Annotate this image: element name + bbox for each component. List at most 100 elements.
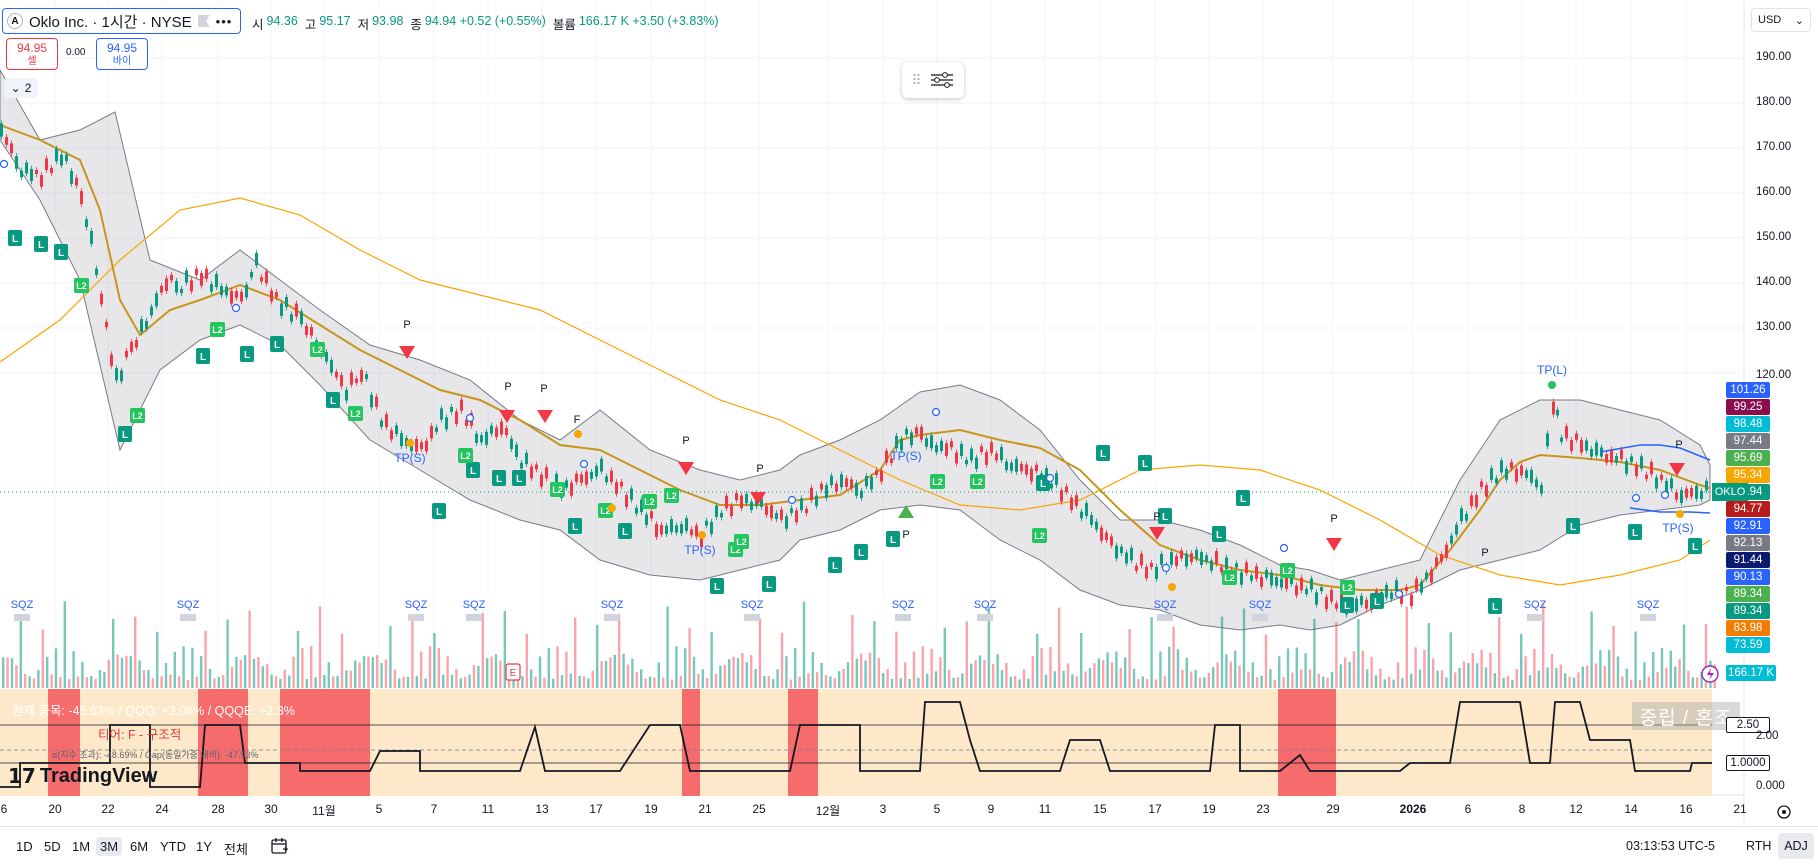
candle-body (720, 512, 723, 518)
volume-bar (76, 676, 80, 688)
currency-select[interactable]: USD ⌄ (1751, 8, 1811, 32)
range-button[interactable]: 1Y (196, 839, 212, 854)
p-label: P (756, 463, 763, 475)
candle-body (710, 521, 713, 534)
long2-signal-label: L2 (1224, 573, 1235, 583)
p-label: P (1481, 547, 1488, 559)
drag-handle-icon[interactable]: ⠿ (911, 71, 922, 88)
volume-bar (200, 656, 203, 688)
adjust-toggle[interactable]: ADJ (1778, 833, 1814, 859)
volume-bar (934, 671, 938, 688)
volume-bar (1080, 632, 1083, 688)
long-signal-label: L (12, 234, 18, 245)
volume-bar (472, 665, 476, 688)
volume-bar (1445, 677, 1448, 688)
volume-bar (1660, 647, 1664, 688)
volume-bar (1124, 657, 1127, 688)
time-tick-label: 3 (879, 802, 887, 816)
candle-body (445, 417, 448, 430)
volume-bar (503, 610, 506, 688)
candle-body (155, 293, 158, 307)
volume-bar (895, 631, 898, 688)
volume-bar (142, 670, 146, 688)
range-button[interactable]: 3M (96, 837, 123, 856)
long-signal-marker (1138, 455, 1152, 471)
candle-body (465, 419, 468, 426)
clock-timezone[interactable]: 03:13:53 UTC-5 (1626, 839, 1715, 853)
candle-body (310, 327, 313, 336)
candle-body (1565, 426, 1568, 439)
sell-button[interactable]: 94.95 셀 (6, 38, 58, 70)
calendar-goto-icon[interactable] (270, 836, 290, 856)
long2-signal-marker (1280, 563, 1295, 578)
volume-bar (1405, 606, 1408, 688)
volume-bar (1036, 633, 1039, 688)
candle-body (865, 476, 868, 487)
candle-body (1465, 513, 1468, 521)
candle-body (260, 277, 263, 282)
flag-icon[interactable] (197, 15, 210, 27)
take-profit-short-label: TP(S) (684, 543, 715, 557)
volume-bar (1480, 649, 1483, 688)
range-button[interactable]: YTD (160, 839, 186, 854)
volume-bar (653, 677, 656, 688)
squeeze-bar (180, 614, 196, 621)
symbol-price-tag: OKLO (1712, 483, 1748, 501)
session-toggle[interactable]: RTH (1746, 839, 1772, 853)
buy-button[interactable]: 94.95 바이 (96, 38, 148, 70)
candle-body (910, 432, 913, 446)
candle-body (950, 441, 953, 448)
volume-bar (1423, 649, 1426, 688)
long2-signal-marker (74, 278, 89, 293)
squeeze-bar (977, 614, 993, 621)
volume-bar (323, 675, 326, 688)
volume-bar (1273, 679, 1276, 688)
more-icon[interactable]: ••• (215, 13, 233, 29)
symbol-title[interactable]: Oklo Inc. · 1시간 · NYSE (29, 13, 192, 31)
range-button[interactable]: 1D (16, 839, 33, 854)
candle-body (585, 471, 588, 485)
volume-bar (1564, 673, 1567, 688)
volume-bar (1132, 668, 1136, 688)
candle-body (5, 136, 8, 145)
ohlc-key: 시 (252, 18, 264, 32)
candle-body (215, 274, 218, 288)
candle-body (10, 143, 13, 154)
candle-body (840, 474, 843, 488)
volume-bar (802, 601, 806, 688)
volume-bar (1348, 661, 1351, 688)
candle-body (1435, 557, 1438, 567)
range-button[interactable]: 전체 (224, 842, 248, 857)
volume-bar (1471, 653, 1474, 688)
range-button[interactable]: 1M (72, 839, 91, 854)
range-button[interactable]: 6M (130, 839, 149, 854)
candle-body (20, 170, 23, 178)
volume-bar (296, 631, 300, 688)
indicators-collapse-button[interactable]: ⌄ 2 (4, 78, 38, 98)
settings-sliders-icon[interactable] (929, 70, 955, 90)
volume-bar (939, 657, 942, 688)
candle-body (290, 314, 293, 322)
volume-bar (754, 668, 757, 688)
floating-drawing-toolbar[interactable]: ⠿ (902, 62, 964, 98)
gear-icon[interactable] (1777, 805, 1791, 819)
symbol-selector[interactable]: A Oklo Inc. · 1시간 · NYSE ••• (2, 8, 242, 34)
candle-body (945, 443, 948, 456)
volume-bar (340, 633, 344, 688)
volume-bar (1242, 608, 1246, 688)
long-signal-marker (828, 557, 842, 573)
candle-body (95, 268, 98, 276)
range-button[interactable]: 5D (44, 839, 61, 854)
volume-bar (1286, 648, 1290, 688)
candle-body (510, 438, 513, 450)
candle-body (800, 498, 803, 511)
candle-body (545, 467, 548, 479)
chart-area[interactable]: L L L L L L L L L L L L L L L L L L L L L L L L L L L L L L L L2 L2 L2 L2 L… (0, 0, 1791, 826)
long2-signal-label: L2 (1034, 531, 1045, 541)
time-tick-label: 6 (1464, 802, 1472, 816)
candle-body (1125, 552, 1128, 564)
long-signal-marker (34, 236, 48, 252)
long-signal-label: L (1100, 449, 1106, 460)
tradingview-logo[interactable]: 17 TradingView (8, 764, 157, 788)
